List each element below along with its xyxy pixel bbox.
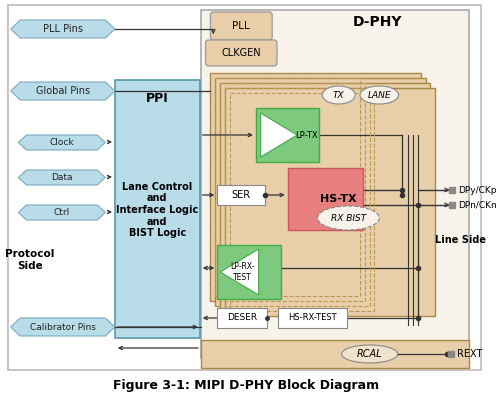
Text: DESER: DESER (227, 314, 258, 323)
Ellipse shape (317, 206, 379, 230)
Text: TX: TX (333, 91, 345, 100)
Text: Ctrl: Ctrl (54, 208, 70, 217)
Ellipse shape (342, 345, 397, 363)
Polygon shape (261, 113, 297, 157)
FancyBboxPatch shape (225, 88, 435, 316)
Text: LANE: LANE (368, 91, 391, 100)
FancyBboxPatch shape (256, 108, 319, 162)
FancyBboxPatch shape (210, 73, 421, 301)
Text: CLKGEN: CLKGEN (221, 48, 261, 58)
FancyBboxPatch shape (201, 340, 469, 368)
Polygon shape (11, 20, 115, 38)
Text: Global Pins: Global Pins (36, 86, 90, 96)
Text: Figure 3-1: MIPI D-PHY Block Diagram: Figure 3-1: MIPI D-PHY Block Diagram (113, 379, 379, 392)
FancyBboxPatch shape (210, 12, 272, 40)
Text: HS-TX: HS-TX (320, 194, 357, 204)
Text: DPn/CKn: DPn/CKn (458, 201, 497, 210)
FancyBboxPatch shape (217, 245, 281, 299)
FancyBboxPatch shape (215, 78, 426, 306)
Text: Clock: Clock (49, 138, 74, 147)
Text: LP-RX-
TEST: LP-RX- TEST (230, 262, 255, 282)
FancyBboxPatch shape (217, 308, 267, 328)
FancyBboxPatch shape (201, 10, 469, 358)
FancyBboxPatch shape (278, 308, 348, 328)
Polygon shape (19, 170, 105, 185)
FancyBboxPatch shape (288, 168, 363, 230)
Text: REXT: REXT (457, 349, 483, 359)
Polygon shape (11, 318, 115, 336)
Text: Protocol
Side: Protocol Side (6, 249, 55, 271)
Polygon shape (291, 172, 344, 226)
FancyBboxPatch shape (217, 185, 266, 205)
Ellipse shape (360, 86, 398, 104)
Text: Calibrator Pins: Calibrator Pins (30, 323, 96, 331)
Text: HS-RX-TEST: HS-RX-TEST (288, 314, 337, 323)
Text: PLL: PLL (232, 21, 250, 31)
FancyBboxPatch shape (220, 83, 431, 311)
Polygon shape (220, 249, 259, 295)
Text: DPy/CKp: DPy/CKp (458, 186, 497, 195)
Polygon shape (19, 135, 105, 150)
Text: Line Side: Line Side (435, 235, 486, 245)
Text: RX BIST: RX BIST (331, 214, 366, 223)
Ellipse shape (322, 86, 355, 104)
Text: Data: Data (51, 173, 72, 182)
Text: RCAL: RCAL (357, 349, 382, 359)
Text: Lane Control
and
Interface Logic
and
BIST Logic: Lane Control and Interface Logic and BIS… (116, 182, 199, 238)
Polygon shape (11, 82, 115, 100)
Text: PLL Pins: PLL Pins (43, 24, 83, 34)
FancyBboxPatch shape (206, 40, 277, 66)
Text: LP-TX: LP-TX (296, 130, 318, 139)
FancyBboxPatch shape (115, 80, 200, 338)
Text: PPI: PPI (146, 91, 169, 104)
Text: SER: SER (232, 190, 251, 200)
FancyBboxPatch shape (8, 5, 480, 370)
Polygon shape (19, 205, 105, 220)
Text: D-PHY: D-PHY (353, 15, 402, 29)
